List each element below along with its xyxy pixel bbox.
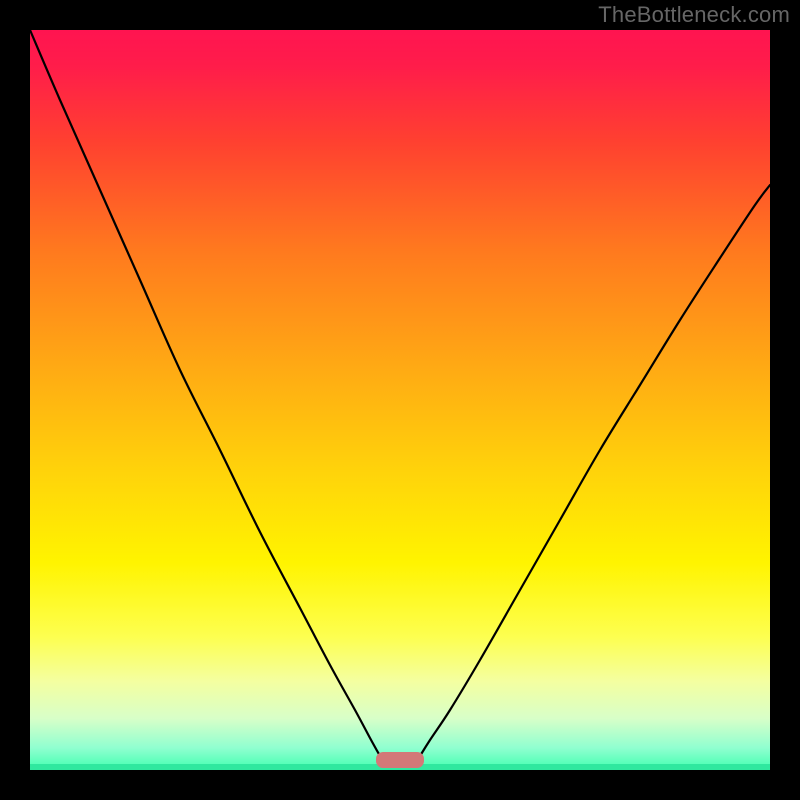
watermark-text: TheBottleneck.com xyxy=(598,2,790,28)
trough-marker xyxy=(376,752,424,768)
gradient-background xyxy=(30,30,770,770)
plot-area xyxy=(30,30,770,770)
chart-container: TheBottleneck.com xyxy=(0,0,800,800)
bottleneck-chart xyxy=(0,0,800,800)
